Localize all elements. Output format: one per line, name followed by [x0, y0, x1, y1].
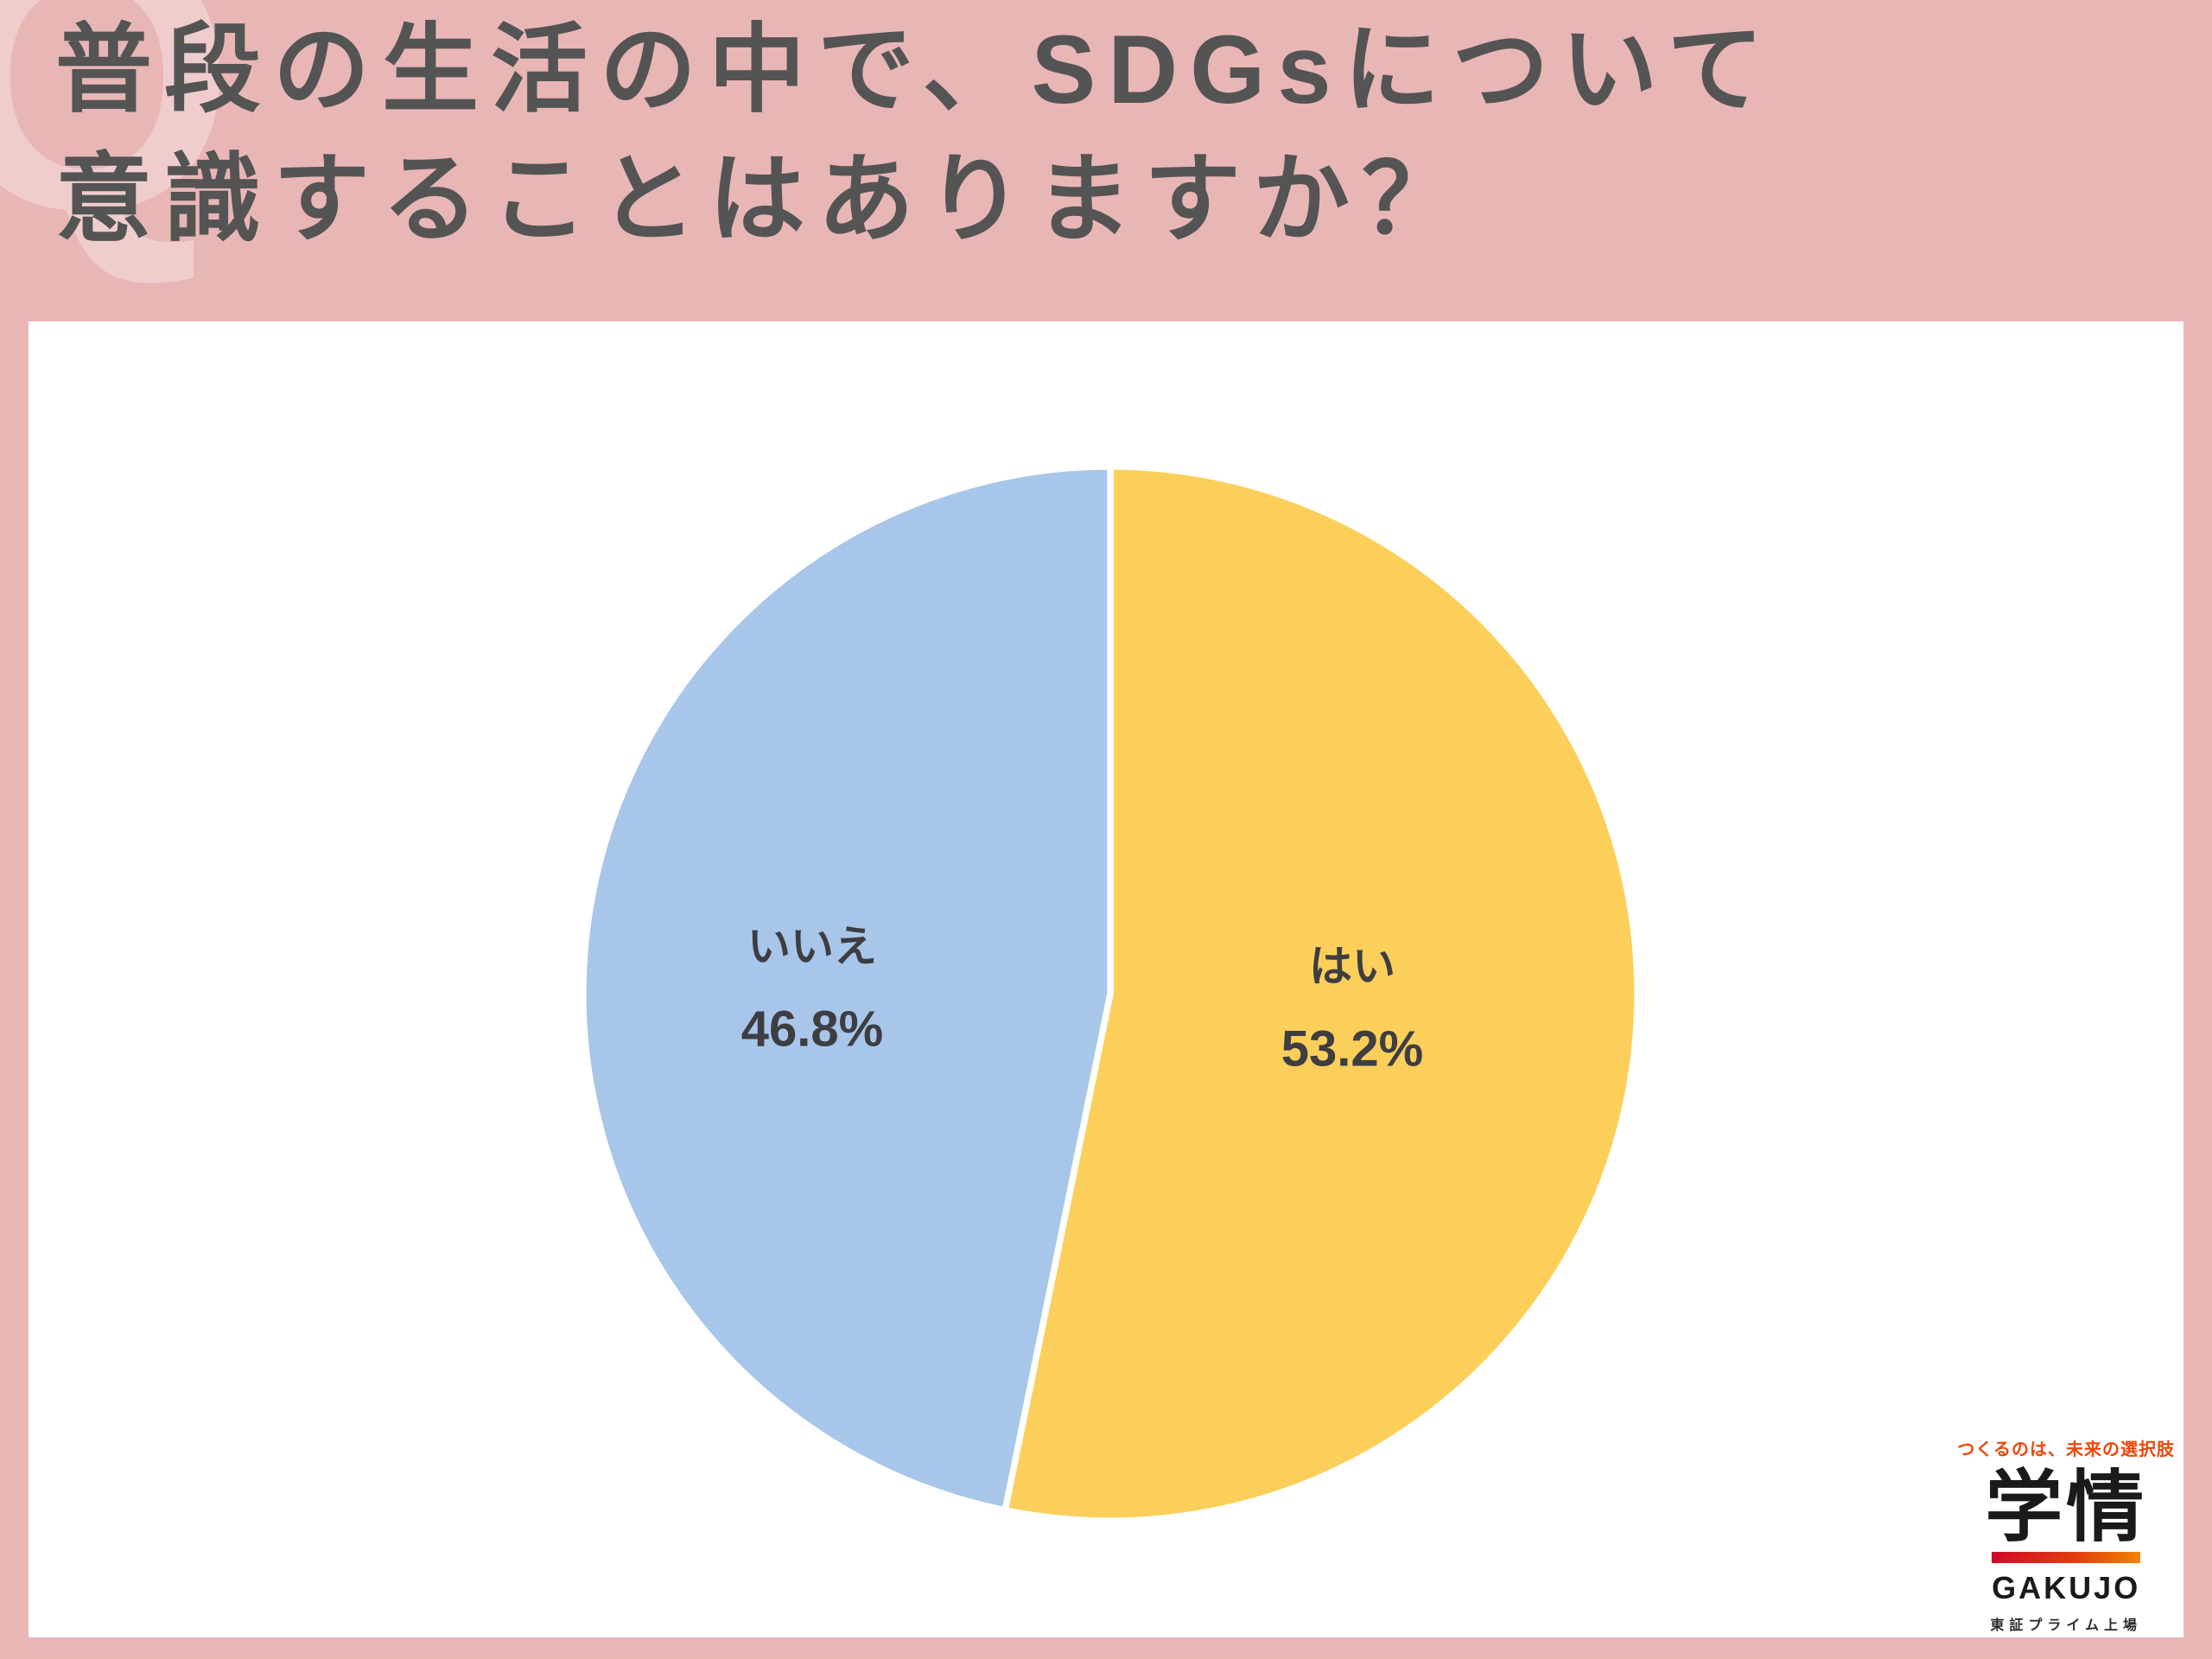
- pie-label-no-percent: 46.8%: [741, 1001, 884, 1058]
- page-title-line2: 意識することはありますか？: [55, 145, 1471, 254]
- q-watermark: Q: [0, 0, 236, 289]
- pie-chart-svg: [580, 463, 1641, 1524]
- gakujo-logo: つくるのは、未来の選択肢 学情 GAKUJO 東証プライム上場: [1957, 1435, 2175, 1634]
- logo-subtext: 東証プライム上場: [1990, 1618, 2143, 1633]
- pie-label-no: いいえ 46.8%: [741, 912, 883, 1058]
- logo-name: GAKUJO: [1992, 1570, 2141, 1605]
- pie-label-no-text: いいえ: [747, 922, 877, 971]
- pie-slice-yes: [1001, 463, 1641, 1524]
- page-title: 普段の生活の中で、SDGsについて 意識することはありますか？: [55, 5, 1776, 264]
- page-title-line1: 普段の生活の中で、SDGsについて: [55, 16, 1777, 124]
- pie-label-yes-percent: 53.2%: [1281, 1020, 1424, 1077]
- pie-chart: いいえ 46.8% はい 53.2%: [575, 458, 1646, 1529]
- logo-underline-bar: [1992, 1552, 2141, 1563]
- pie-slice-no: [580, 463, 1114, 1514]
- pie-label-yes: はい 53.2%: [1281, 932, 1423, 1078]
- pie-label-yes-text: はい: [1309, 942, 1395, 991]
- survey-panel: いいえ 46.8% はい 53.2% つくるのは、未来の選択肢 学情 GAKUJ…: [29, 321, 2183, 1637]
- logo-kanji: 学情: [1985, 1465, 2148, 1551]
- logo-tagline: つくるのは、未来の選択肢: [1957, 1440, 2175, 1459]
